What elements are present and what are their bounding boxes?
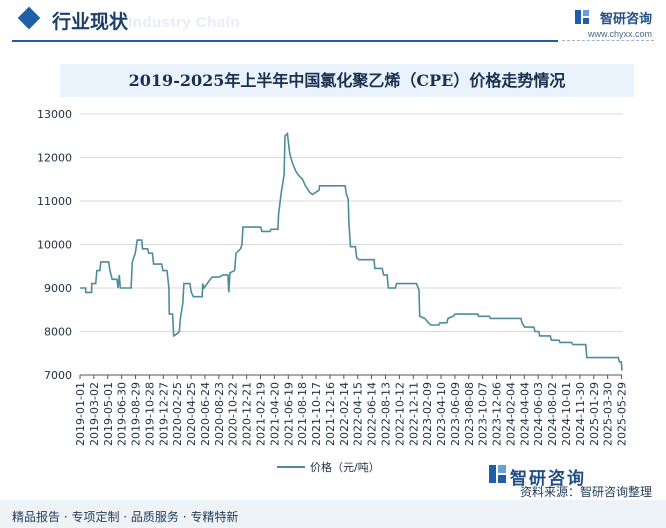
header-bar: 行业现状 Industry Chain 智研咨询 www.chyxx.com (0, 0, 666, 44)
x-tick-label: 2023-10-07 (477, 382, 490, 446)
x-tick-label: 2024-11-30 (574, 382, 587, 446)
x-tick-label: 2020-06-24 (199, 382, 212, 446)
chart-title: 2019-2025年上半年中国氯化聚乙烯（CPE）价格走势情况 (128, 71, 566, 90)
x-tick-label: 2021-06-19 (282, 382, 295, 446)
x-tick-label: 2020-04-25 (185, 382, 198, 446)
x-tick-label: 2024-10-01 (560, 382, 573, 446)
section-title: 行业现状 (52, 11, 129, 33)
x-tick-label: 2024-08-02 (546, 382, 559, 446)
header-dashed-divider (562, 40, 654, 41)
footer-services: 精品报告 · 专项定制 · 品质服务 · 专精特新 (12, 510, 239, 524)
x-tick-label: 2025-03-30 (602, 382, 615, 446)
x-tick-label: 2019-06-30 (116, 382, 129, 446)
x-tick-label: 2019-10-28 (143, 382, 156, 446)
x-tick-label: 2021-12-16 (324, 382, 337, 446)
x-tick-label: 2023-04-10 (435, 382, 448, 446)
footer-bar (0, 500, 666, 528)
y-axis-ticks: 7000 8000 9000 10000 11000 12000 13000 (37, 108, 72, 382)
header-divider (12, 40, 558, 42)
x-tick-label: 2019-05-01 (102, 382, 115, 446)
x-tick-label: 2024-02-04 (504, 382, 517, 446)
x-tick-label: 2019-01-01 (74, 382, 87, 446)
x-tick-label: 2021-10-17 (310, 382, 323, 446)
chart-title-background (60, 64, 634, 97)
x-tick-label: 2020-08-23 (213, 382, 226, 446)
x-tick-label: 2023-02-09 (421, 382, 434, 446)
x-tick-label: 2019-03-02 (88, 382, 101, 446)
data-source: 资料来源：智研咨询整理 (519, 485, 652, 499)
x-tick-label: 2021-08-18 (296, 382, 309, 446)
x-tick-label: 2023-06-09 (449, 382, 462, 446)
x-tick-label: 2022-08-13 (379, 382, 392, 446)
x-tick-label: 2021-02-19 (255, 382, 268, 446)
x-axis-ticks: 2019-01-01 2019-03-02 2019-05-01 2019-06-30… (74, 375, 629, 446)
y-tick-label: 10000 (37, 239, 72, 252)
x-tick-label: 2019-08-29 (130, 382, 143, 446)
x-tick-label: 2020-10-22 (227, 382, 240, 446)
y-tick-label: 8000 (44, 326, 72, 339)
series-line-price (80, 131, 623, 371)
x-tick-label: 2024-06-03 (532, 382, 545, 446)
x-tick-label: 2022-12-11 (407, 382, 420, 446)
x-tick-label: 2021-04-20 (268, 382, 281, 446)
x-tick-label: 2022-04-15 (352, 382, 365, 446)
x-tick-label: 2020-12-21 (241, 382, 254, 446)
y-tick-label: 12000 (37, 152, 72, 165)
x-tick-label: 2023-12-06 (491, 382, 504, 446)
section-subtitle: Industry Chain (128, 14, 241, 31)
x-tick-label: 2022-06-14 (366, 382, 379, 446)
x-tick-label: 2022-10-12 (393, 382, 406, 446)
brand-url[interactable]: www.chyxx.com (587, 29, 652, 39)
brand-block: 智研咨询 www.chyxx.com (588, 8, 652, 39)
footer-logo-icon (489, 465, 506, 483)
x-tick-label: 2024-04-04 (518, 382, 531, 446)
x-tick-label: 2025-05-29 (616, 382, 629, 446)
x-tick-label: 2022-02-14 (338, 382, 351, 446)
y-tick-label: 7000 (44, 369, 72, 382)
footer-logo (488, 463, 652, 485)
grid-lines (80, 113, 622, 332)
x-tick-label: 2020-02-25 (171, 382, 184, 446)
brand-logo-icon (575, 10, 589, 24)
x-tick-label: 2023-08-08 (463, 382, 476, 446)
brand-name: 智研咨询 (599, 12, 652, 27)
footer-logo-name: 智研咨询 (510, 469, 586, 489)
y-tick-label: 9000 (44, 282, 72, 295)
x-tick-label: 2025-01-29 (588, 382, 601, 446)
legend-label: 价格（元/吨） (310, 460, 380, 474)
y-tick-label: 11000 (37, 195, 72, 208)
x-tick-label: 2019-12-27 (157, 382, 170, 446)
y-tick-label: 13000 (37, 108, 72, 121)
